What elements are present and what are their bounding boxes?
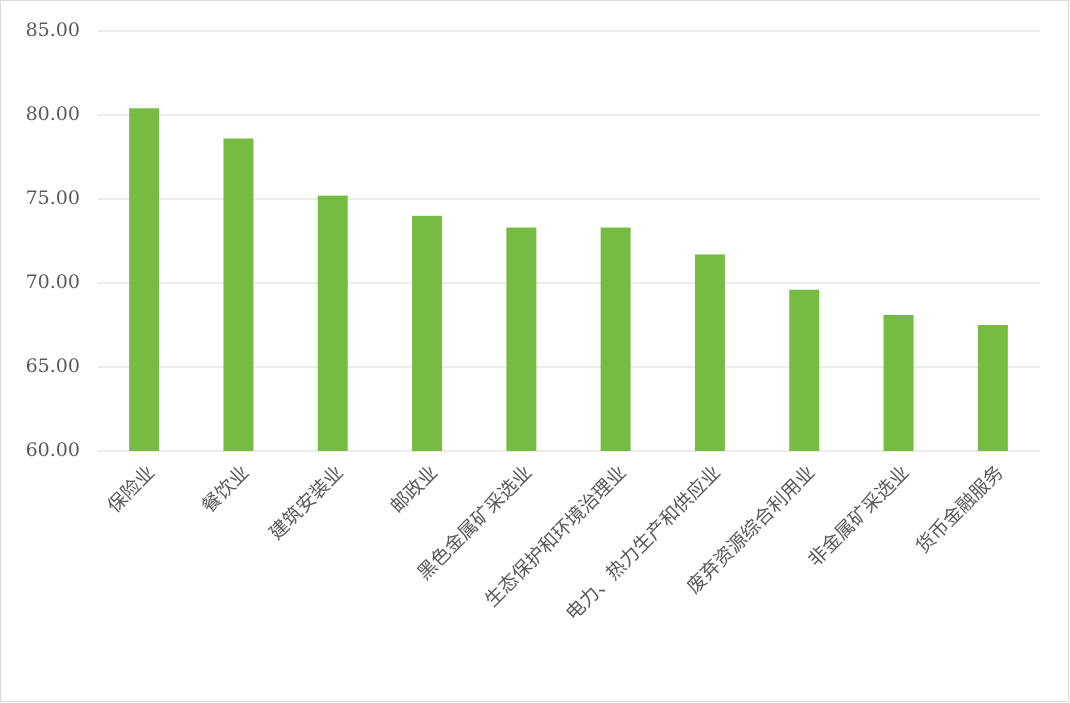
bar: [977, 325, 1008, 451]
bar: [600, 227, 631, 451]
y-tick-label: 70.00: [26, 271, 80, 293]
bar: [129, 108, 160, 451]
bar: [789, 289, 820, 451]
y-tick-label: 60.00: [26, 439, 80, 461]
bar: [694, 254, 725, 451]
bar: [223, 138, 254, 451]
bar: [317, 195, 348, 451]
y-tick-label: 80.00: [26, 103, 80, 125]
y-tick-label: 85.00: [26, 19, 80, 41]
y-tick-label: 75.00: [26, 187, 80, 209]
bar: [883, 314, 914, 451]
bar: [412, 215, 443, 451]
y-tick-label: 65.00: [26, 355, 80, 377]
bar: [506, 227, 537, 451]
